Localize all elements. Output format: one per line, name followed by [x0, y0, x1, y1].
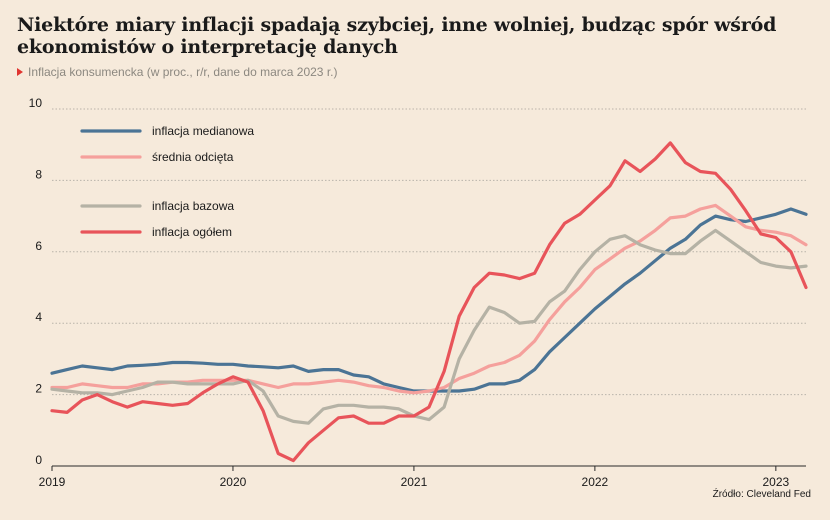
y-tick-label: 8 [35, 167, 42, 181]
legend-label: średnia odcięta [152, 150, 234, 164]
series-line-4 [50, 141, 808, 463]
series-line-3 [50, 228, 808, 425]
legend-label: inflacja ogółem [152, 225, 232, 239]
y-tick-label: 4 [35, 310, 42, 324]
y-tick-label: 2 [35, 382, 42, 396]
y-tick-label: 0 [35, 453, 42, 467]
y-tick-label: 6 [35, 239, 42, 253]
chart-subtitle: Inflacja konsumencka (w proc., r/r, dane… [17, 65, 337, 79]
subtitle-text: Inflacja konsumencka (w proc., r/r, dane… [28, 65, 338, 79]
x-tick-label: 2021 [401, 475, 428, 489]
x-tick-label: 2022 [582, 475, 609, 489]
triangle-marker-icon [17, 68, 23, 76]
legend-label: inflacja medianowa [152, 124, 254, 138]
x-tick-label: 2020 [220, 475, 247, 489]
x-tick-label: 2023 [762, 475, 789, 489]
legend-label: inflacja bazowa [152, 199, 234, 213]
y-tick-label: 10 [29, 96, 43, 110]
chart-title: Niektóre miary inflacji spadają szybciej… [17, 14, 777, 58]
x-tick-label: 2019 [39, 475, 66, 489]
source-note: Źródło: Cleveland Fed [712, 489, 811, 500]
